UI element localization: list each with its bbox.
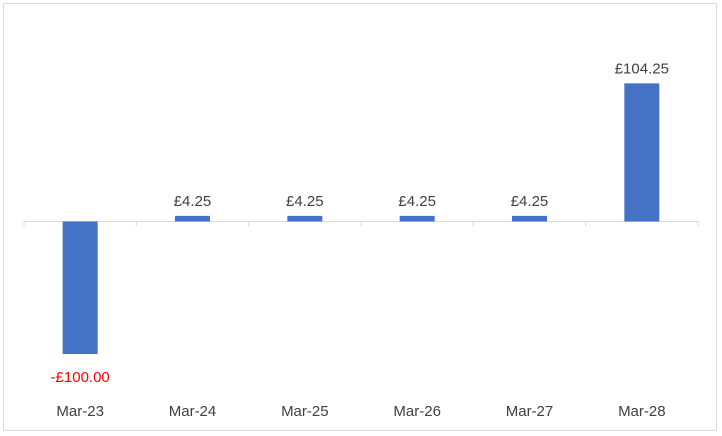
bar-mar-28 (624, 83, 660, 222)
data-label-mar-26: £4.25 (398, 193, 436, 210)
data-label-mar-24: £4.25 (174, 193, 212, 210)
bar-mar-23 (62, 221, 98, 354)
category-label-mar-27: Mar-27 (506, 403, 554, 420)
bar-mar-25 (287, 215, 323, 222)
bar-mar-27 (512, 215, 547, 222)
bar-mar-24 (175, 215, 210, 222)
axis-layer (23, 221, 699, 227)
data-label-mar-27: £4.25 (511, 193, 549, 210)
category-label-mar-28: Mar-28 (618, 403, 666, 420)
data-labels-layer: -£100.00 £4.25 £4.25 £4.25 £4.25 £104.25 (51, 60, 669, 386)
category-label-mar-24: Mar-24 (169, 403, 217, 420)
bar-mar-26 (399, 215, 435, 222)
data-label-mar-25: £4.25 (286, 193, 324, 210)
chart-area (3, 3, 717, 431)
category-label-mar-25: Mar-25 (281, 403, 329, 420)
data-label-mar-28: £104.25 (615, 60, 669, 77)
bars-layer (62, 83, 660, 354)
category-label-mar-26: Mar-26 (393, 403, 441, 420)
data-label-mar-23: -£100.00 (51, 369, 110, 386)
category-labels-layer: Mar-23 Mar-24 Mar-25 Mar-26 Mar-27 Mar-28 (56, 403, 665, 420)
category-label-mar-23: Mar-23 (56, 403, 104, 420)
